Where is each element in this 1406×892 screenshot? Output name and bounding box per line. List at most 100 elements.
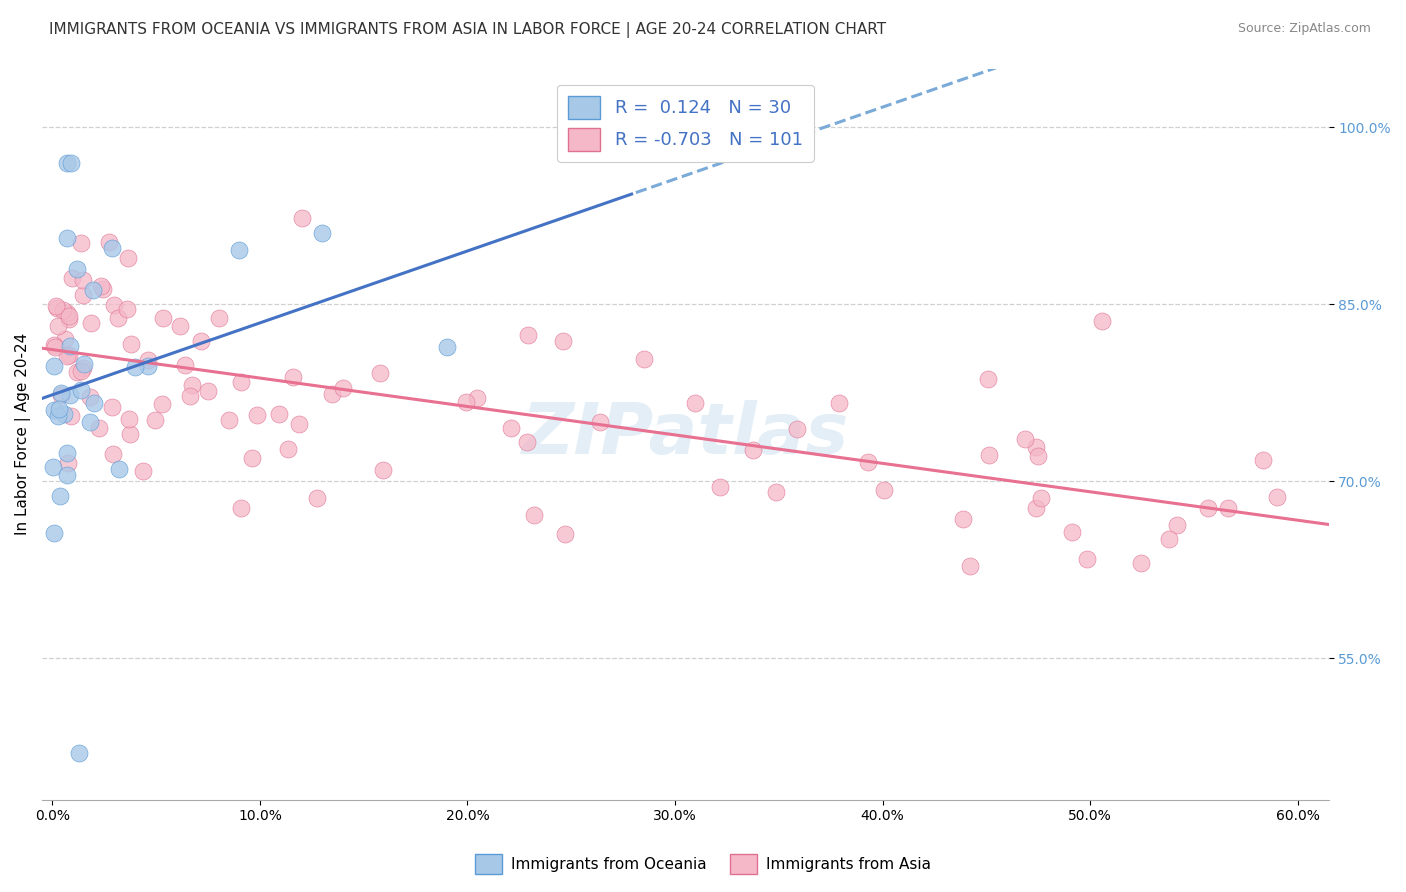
Point <box>59 409 82 424</box>
Point <box>1026 449 1049 463</box>
Point <box>1029 491 1052 505</box>
Point <box>977 448 1000 462</box>
Point <box>181 378 204 392</box>
Point <box>523 508 546 523</box>
Point <box>55 306 77 320</box>
Point <box>307 491 329 505</box>
Point <box>143 412 166 426</box>
Point <box>56 231 79 245</box>
Point <box>72 273 94 287</box>
Point <box>56 446 79 460</box>
Point <box>66 365 89 379</box>
Point <box>683 395 706 409</box>
Point <box>827 395 849 409</box>
Point <box>229 501 252 516</box>
Point <box>288 417 311 431</box>
Point <box>80 317 103 331</box>
Point <box>952 512 974 526</box>
Point <box>56 468 79 483</box>
Point <box>48 409 70 423</box>
Point <box>79 391 101 405</box>
Point <box>120 336 142 351</box>
Point <box>436 340 458 354</box>
Point <box>53 332 76 346</box>
Point <box>174 359 197 373</box>
Point <box>371 463 394 477</box>
Point <box>44 359 66 373</box>
Point <box>1060 524 1083 539</box>
Point <box>1025 441 1047 455</box>
Point <box>190 334 212 348</box>
Point <box>56 156 79 170</box>
Point <box>321 387 343 401</box>
Point <box>786 422 808 436</box>
Point <box>60 156 83 170</box>
Point <box>44 525 66 540</box>
Point <box>977 372 1000 386</box>
Point <box>56 456 79 470</box>
Point <box>218 413 240 427</box>
Point <box>60 271 83 285</box>
Point <box>501 421 523 435</box>
Point <box>46 319 69 334</box>
Point <box>49 386 72 401</box>
Point <box>332 381 354 395</box>
Point <box>44 340 66 354</box>
Point <box>59 339 82 353</box>
Point <box>44 403 66 417</box>
Point <box>58 348 80 362</box>
Point <box>44 338 66 352</box>
Point <box>101 241 124 255</box>
Point <box>58 311 80 326</box>
Point <box>115 302 138 317</box>
Point <box>120 426 142 441</box>
Point <box>856 455 879 469</box>
Point <box>79 415 101 429</box>
Point <box>136 359 159 373</box>
Point <box>72 288 94 302</box>
Point <box>169 318 191 333</box>
Point <box>553 334 575 349</box>
Point <box>554 527 576 541</box>
Point <box>1091 314 1114 328</box>
Point <box>228 243 250 257</box>
Point <box>98 235 121 249</box>
Point <box>1076 551 1098 566</box>
Point <box>240 451 263 466</box>
Point <box>633 351 655 366</box>
Point <box>1197 500 1219 515</box>
Point <box>42 460 65 475</box>
Point <box>90 279 112 293</box>
Point <box>1251 453 1274 467</box>
Point <box>152 311 174 326</box>
Point <box>311 227 333 241</box>
Point <box>1265 490 1288 504</box>
Point <box>291 211 314 225</box>
Point <box>150 397 173 411</box>
Point <box>66 261 89 276</box>
Legend: Immigrants from Oceania, Immigrants from Asia: Immigrants from Oceania, Immigrants from… <box>468 848 938 880</box>
Text: Source: ZipAtlas.com: Source: ZipAtlas.com <box>1237 22 1371 36</box>
Point <box>58 309 80 323</box>
Point <box>1025 500 1047 515</box>
Point <box>59 387 82 401</box>
Point <box>55 349 77 363</box>
Point <box>709 480 731 494</box>
Point <box>107 311 129 326</box>
Point <box>70 364 93 378</box>
Point <box>103 446 125 460</box>
Point <box>269 407 291 421</box>
Point <box>108 462 131 476</box>
Y-axis label: In Labor Force | Age 20-24: In Labor Force | Age 20-24 <box>15 333 31 535</box>
Point <box>91 282 114 296</box>
Point <box>83 395 105 409</box>
Point <box>197 384 219 399</box>
Point <box>52 303 75 318</box>
Text: IMMIGRANTS FROM OCEANIA VS IMMIGRANTS FROM ASIA IN LABOR FORCE | AGE 20-24 CORRE: IMMIGRANTS FROM OCEANIA VS IMMIGRANTS FR… <box>49 22 886 38</box>
Point <box>959 558 981 573</box>
Point <box>124 359 146 374</box>
Point <box>1130 556 1153 570</box>
Point <box>281 370 304 384</box>
Point <box>73 357 96 371</box>
Point <box>49 388 72 402</box>
